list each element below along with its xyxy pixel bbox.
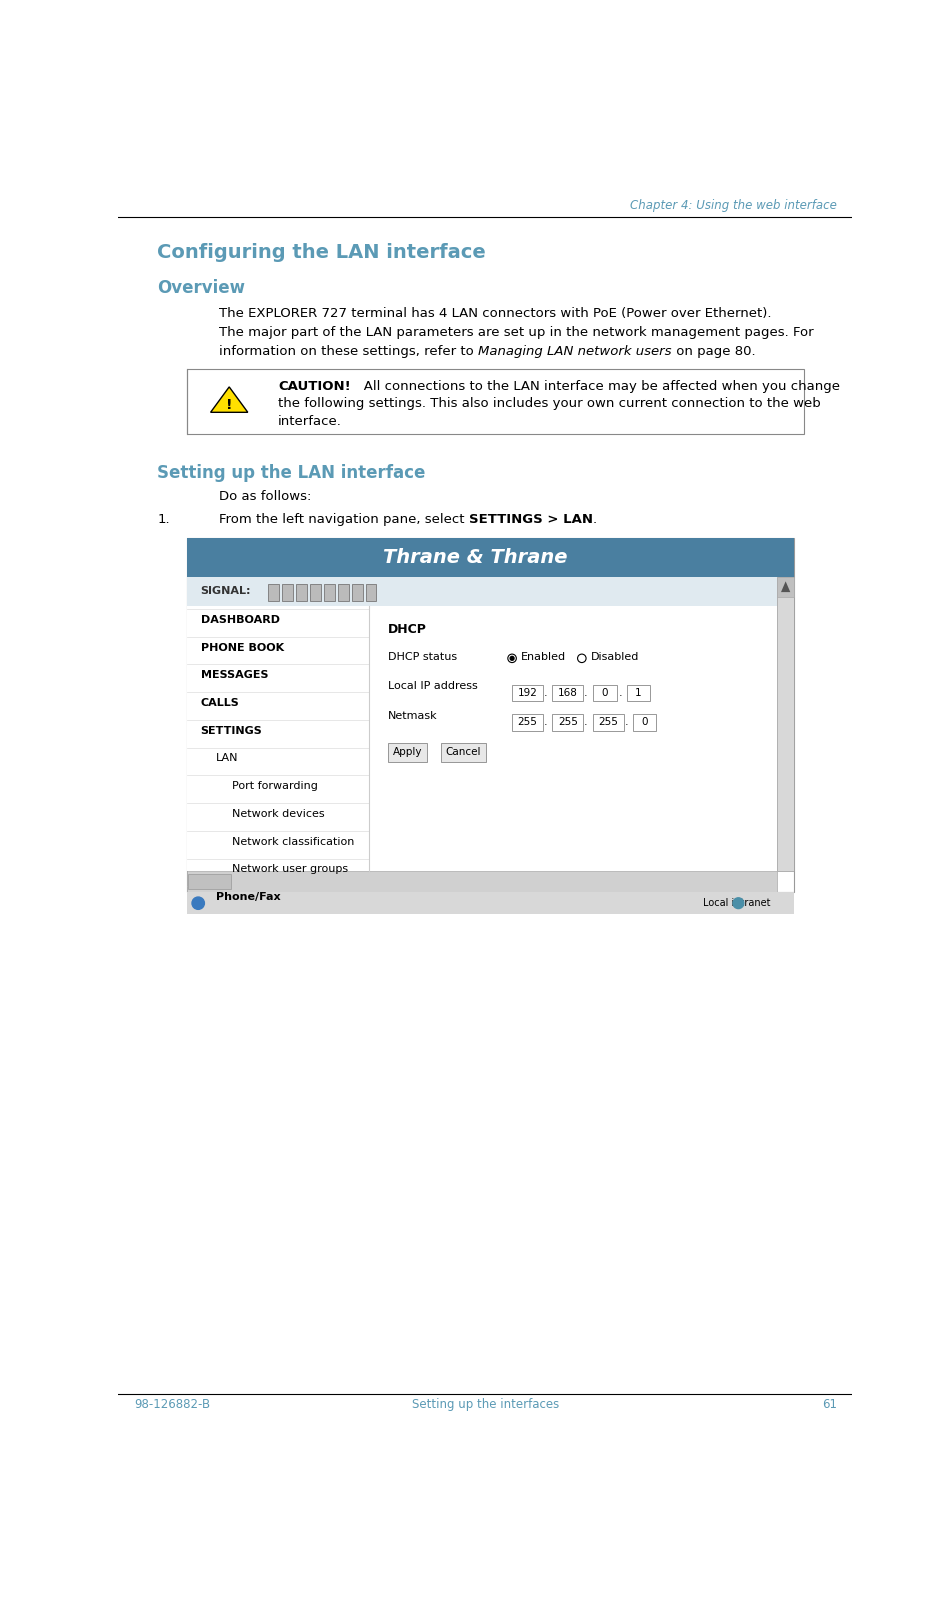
Text: on page 80.: on page 80. <box>671 345 756 358</box>
Text: 1: 1 <box>635 688 642 698</box>
FancyBboxPatch shape <box>627 685 650 701</box>
Text: SETTINGS > LAN: SETTINGS > LAN <box>469 513 593 526</box>
Text: .: . <box>544 717 547 727</box>
Text: 168: 168 <box>558 688 578 698</box>
Text: 61: 61 <box>822 1399 837 1412</box>
Text: From the left navigation pane, select: From the left navigation pane, select <box>219 513 469 526</box>
FancyBboxPatch shape <box>633 714 656 731</box>
Text: Netmask: Netmask <box>388 711 438 720</box>
FancyBboxPatch shape <box>366 584 377 602</box>
Text: 255: 255 <box>558 717 578 727</box>
Text: .: . <box>544 688 547 698</box>
FancyBboxPatch shape <box>187 577 777 606</box>
FancyBboxPatch shape <box>187 539 795 577</box>
Text: CALLS: CALLS <box>201 698 240 707</box>
Text: Configuring the LAN interface: Configuring the LAN interface <box>157 244 486 263</box>
FancyBboxPatch shape <box>552 714 583 731</box>
Text: interface.: interface. <box>278 415 342 428</box>
Text: Managing LAN network users: Managing LAN network users <box>478 345 671 358</box>
FancyBboxPatch shape <box>512 685 543 701</box>
Text: Disabled: Disabled <box>591 653 639 662</box>
FancyBboxPatch shape <box>593 685 617 701</box>
FancyBboxPatch shape <box>351 584 363 602</box>
FancyBboxPatch shape <box>777 577 795 597</box>
Text: LAN: LAN <box>216 754 239 764</box>
FancyBboxPatch shape <box>593 714 624 731</box>
Text: Setting up the interfaces: Setting up the interfaces <box>412 1399 559 1412</box>
Text: DASHBOARD: DASHBOARD <box>201 614 279 626</box>
Text: Network user groups: Network user groups <box>231 865 348 874</box>
Text: DHCP: DHCP <box>388 622 427 635</box>
Text: SIGNAL:: SIGNAL: <box>201 587 251 597</box>
Text: .: . <box>593 513 597 526</box>
FancyBboxPatch shape <box>338 584 348 602</box>
Text: Phone/Fax: Phone/Fax <box>216 892 280 901</box>
Circle shape <box>192 897 205 909</box>
Text: .: . <box>584 717 588 727</box>
Circle shape <box>510 656 514 661</box>
FancyBboxPatch shape <box>187 892 795 914</box>
Text: Do as follows:: Do as follows: <box>219 489 312 502</box>
Text: PHONE BOOK: PHONE BOOK <box>201 643 284 653</box>
Text: Apply: Apply <box>393 747 422 757</box>
Text: 98-126882-B: 98-126882-B <box>134 1399 210 1412</box>
Text: Thrane & Thrane: Thrane & Thrane <box>383 549 567 566</box>
Circle shape <box>733 898 743 908</box>
Text: Chapter 4: Using the web interface: Chapter 4: Using the web interface <box>630 199 837 212</box>
FancyBboxPatch shape <box>268 584 278 602</box>
Text: .: . <box>584 688 588 698</box>
Text: Enabled: Enabled <box>522 653 566 662</box>
Text: 192: 192 <box>518 688 538 698</box>
Text: 255: 255 <box>518 717 538 727</box>
Text: DHCP status: DHCP status <box>388 653 457 662</box>
Text: CAUTION!: CAUTION! <box>278 380 350 393</box>
FancyBboxPatch shape <box>310 584 321 602</box>
Text: All connections to the LAN interface may be affected when you change: All connections to the LAN interface may… <box>350 380 840 393</box>
FancyBboxPatch shape <box>552 685 583 701</box>
FancyBboxPatch shape <box>187 606 368 871</box>
FancyBboxPatch shape <box>512 714 543 731</box>
Text: SETTINGS: SETTINGS <box>201 725 262 736</box>
Text: Setting up the LAN interface: Setting up the LAN interface <box>157 464 425 481</box>
Text: information on these settings, refer to: information on these settings, refer to <box>219 345 478 358</box>
FancyBboxPatch shape <box>295 584 307 602</box>
FancyBboxPatch shape <box>777 577 795 871</box>
FancyBboxPatch shape <box>187 871 777 892</box>
Text: Local IP address: Local IP address <box>388 682 478 691</box>
FancyBboxPatch shape <box>187 539 795 892</box>
Text: Cancel: Cancel <box>445 747 481 757</box>
Text: The EXPLORER 727 terminal has 4 LAN connectors with PoE (Power over Ethernet).: The EXPLORER 727 terminal has 4 LAN conn… <box>219 308 772 321</box>
Text: Port forwarding: Port forwarding <box>231 781 317 791</box>
Text: !: ! <box>226 398 232 412</box>
FancyBboxPatch shape <box>188 874 231 889</box>
FancyBboxPatch shape <box>282 584 293 602</box>
FancyBboxPatch shape <box>187 369 804 435</box>
Text: the following settings. This also includes your own current connection to the we: the following settings. This also includ… <box>278 398 821 411</box>
Polygon shape <box>781 581 791 592</box>
Text: .: . <box>618 688 622 698</box>
Text: Network classification: Network classification <box>231 837 354 847</box>
Text: .: . <box>624 717 628 727</box>
Text: 0: 0 <box>602 688 608 698</box>
Text: Network devices: Network devices <box>231 808 324 820</box>
Text: MESSAGES: MESSAGES <box>201 670 268 680</box>
Text: 255: 255 <box>599 717 618 727</box>
FancyBboxPatch shape <box>324 584 334 602</box>
Polygon shape <box>210 387 248 412</box>
Text: 1.: 1. <box>157 513 170 526</box>
Text: 0: 0 <box>641 717 648 727</box>
Text: Overview: Overview <box>157 279 245 297</box>
Text: Local intranet: Local intranet <box>704 898 771 908</box>
Text: The major part of the LAN parameters are set up in the network management pages.: The major part of the LAN parameters are… <box>219 327 813 340</box>
FancyBboxPatch shape <box>388 743 427 762</box>
FancyBboxPatch shape <box>440 743 486 762</box>
